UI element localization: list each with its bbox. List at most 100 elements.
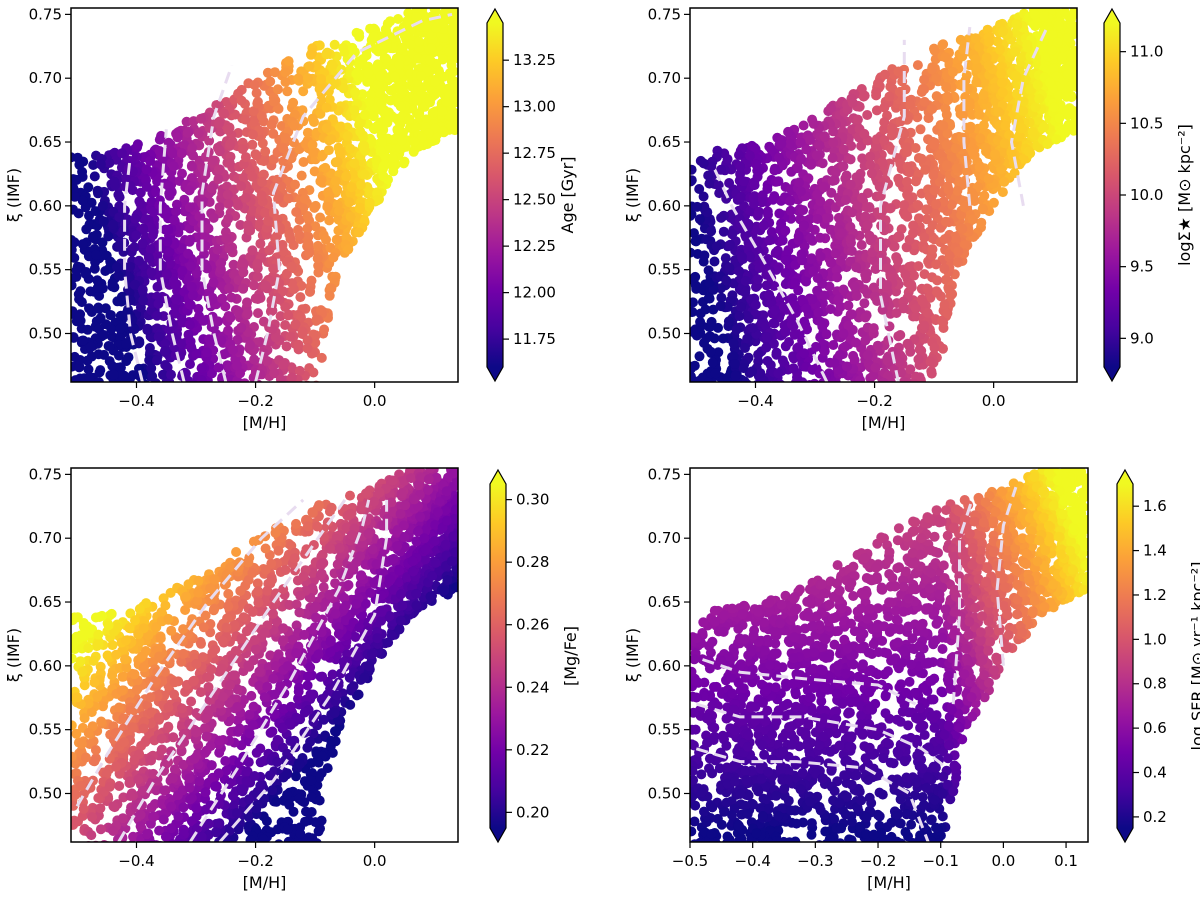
scatter-point (930, 384, 940, 394)
scatter-point (104, 158, 115, 168)
scatter-point (416, 132, 427, 143)
scatter-point (832, 272, 843, 283)
scatter-point (736, 251, 747, 262)
scatter-point (720, 253, 731, 264)
scatter-point (927, 244, 938, 255)
scatter-point (711, 241, 722, 252)
scatter-point (852, 114, 863, 125)
scatter-point (855, 375, 866, 382)
scatter-point (321, 49, 332, 60)
scatter-point (974, 42, 984, 52)
scatter-point (706, 383, 716, 393)
scatter-point (805, 391, 815, 401)
scatter-point (785, 196, 796, 207)
scatter-point (952, 185, 963, 196)
scatter-point (957, 51, 968, 62)
scatter-point (286, 372, 297, 382)
scatter-point (906, 282, 917, 293)
scatter-point (990, 149, 1001, 160)
scatter-point (78, 335, 89, 346)
scatter-point (690, 210, 696, 221)
scatter-point (301, 382, 311, 392)
scatter-point (236, 95, 247, 106)
scatter-point (384, 112, 395, 123)
scatter-point (213, 118, 224, 129)
scatter-point (142, 325, 153, 336)
scatter-point (313, 240, 323, 251)
scatter-point (930, 385, 940, 395)
y-tick-label: 0.60 (29, 197, 62, 215)
x-tick-label: −0.2 (237, 392, 273, 410)
scatter-point (307, 139, 318, 150)
scatter-point (914, 344, 925, 355)
scatter-point (801, 276, 812, 287)
scatter-point (723, 316, 734, 327)
scatter-point (273, 193, 284, 204)
scatter-point (722, 385, 732, 395)
scatter-point (223, 124, 234, 135)
scatter-point (140, 213, 151, 224)
scatter-point (690, 363, 697, 374)
scatter-point (728, 351, 739, 362)
scatter-point (789, 388, 799, 398)
scatter-point (159, 346, 170, 357)
scatter-point (826, 391, 836, 401)
scatter-point (1064, 61, 1075, 71)
scatter-point (817, 321, 828, 332)
scatter-point (196, 385, 206, 395)
scatter-point (411, 95, 422, 106)
scatter-point (216, 335, 227, 346)
scatter-point (321, 234, 331, 245)
scatter-point (1014, 131, 1025, 142)
scatter-point (70, 384, 80, 394)
scatter-point (813, 387, 823, 397)
scatter-point (772, 245, 783, 256)
scatter-point (706, 316, 717, 327)
scatter-point (967, 214, 978, 225)
scatter-point (718, 226, 729, 237)
scatter-point (730, 370, 741, 381)
scatter-point (856, 240, 867, 250)
scatter-point (281, 341, 292, 352)
scatter-point (213, 174, 224, 185)
scatter-point (364, 197, 375, 208)
scatter-point (990, 82, 1000, 93)
scatter-point (251, 88, 262, 98)
scatter-point (813, 307, 824, 318)
scatter-point (162, 236, 173, 247)
scatter-point (698, 191, 709, 202)
contour-line (158, 129, 186, 382)
scatter-point (956, 209, 967, 220)
scatter-point (793, 391, 803, 401)
scatter-point (753, 236, 764, 247)
scatter-point (155, 385, 165, 395)
scatter-point (93, 302, 104, 313)
scatter-point (997, 87, 1008, 98)
scatter-point (819, 346, 830, 357)
scatter-point (196, 392, 206, 402)
scatter-point (104, 341, 115, 352)
scatter-point (750, 225, 761, 235)
scatter-point (293, 339, 304, 350)
scatter-point (240, 152, 251, 163)
scatter-point (929, 139, 940, 150)
scatter-point (750, 144, 761, 155)
scatter-point (699, 201, 710, 212)
scatter-point (977, 204, 988, 215)
scatter-point (297, 326, 308, 337)
scatter-point (154, 146, 165, 156)
scatter-point (1012, 20, 1023, 31)
scatter-point (840, 341, 851, 352)
scatter-point (978, 120, 989, 131)
scatter-point (409, 136, 420, 147)
scatter-point (934, 176, 945, 187)
scatter-point (258, 156, 269, 167)
scatter-point (877, 157, 888, 167)
scatter-point (354, 59, 364, 70)
scatter-point (213, 164, 224, 175)
scatter-point (841, 170, 852, 181)
scatter-point (107, 277, 118, 288)
scatter-point (252, 294, 263, 304)
scatter-point (802, 324, 812, 335)
scatter-point (851, 262, 862, 273)
